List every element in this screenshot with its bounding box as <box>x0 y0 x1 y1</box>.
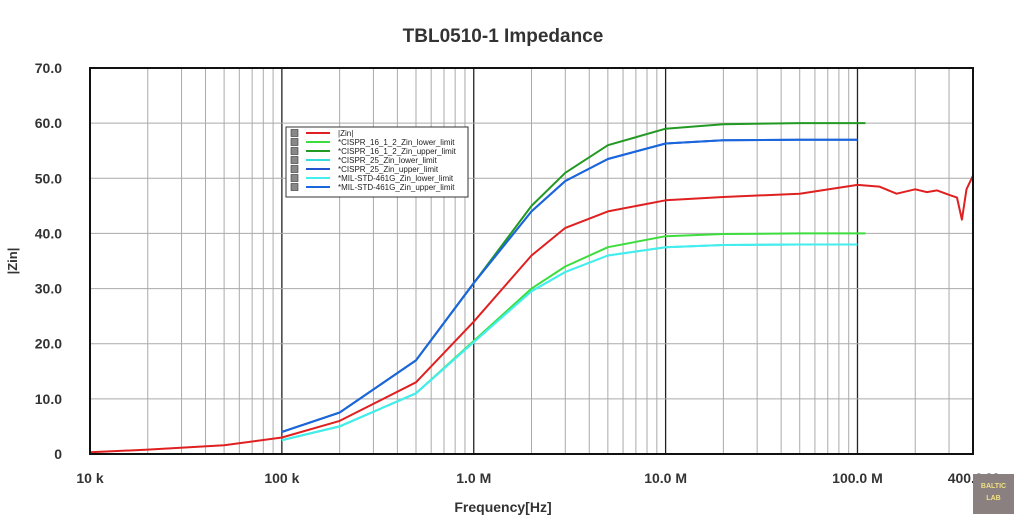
legend-checkbox <box>290 183 299 191</box>
y-axis-label: |Zin| <box>5 248 20 275</box>
series-line <box>281 243 858 442</box>
chart-title: TBL0510-1 Impedance <box>403 26 604 47</box>
legend-checkbox <box>290 165 299 173</box>
x-tick-label: 100 k <box>264 470 299 486</box>
legend-label: *MIL-STD-461G_Zin_upper_limit <box>338 183 455 192</box>
series-line <box>281 138 858 433</box>
legend-box <box>285 126 469 198</box>
legend-checkbox <box>290 147 299 155</box>
x-axis-label: Frequency[Hz] <box>454 499 551 515</box>
y-tick-label: 50.0 <box>35 170 62 186</box>
legend-label: *CISPR_16_1_2_Zin_lower_limit <box>338 138 455 147</box>
logo-line2: LAB <box>986 495 1001 502</box>
x-tick-label: 10.0 M <box>644 470 687 486</box>
legend-label: *MIL-STD-461G_Zin_lower_limit <box>338 174 454 183</box>
y-tick-label: 20.0 <box>35 336 62 352</box>
y-tick-label: 40.0 <box>35 225 62 241</box>
legend-label: *CISPR_25_Zin_lower_limit <box>338 156 437 165</box>
legend-label: |Zin| <box>338 129 353 138</box>
y-tick-label: 70.0 <box>35 60 62 76</box>
baltic-lab-logo: BALTIC LAB <box>973 474 1014 514</box>
x-tick-label: 10 k <box>76 470 103 486</box>
y-tick-label: 0 <box>54 446 62 462</box>
legend: |Zin|*CISPR_16_1_2_Zin_lower_limit*CISPR… <box>285 126 469 198</box>
y-tick-label: 10.0 <box>35 391 62 407</box>
plot-frame <box>89 67 974 455</box>
legend-checkbox <box>290 129 299 137</box>
y-tick-label: 30.0 <box>35 281 62 297</box>
legend-checkbox <box>290 174 299 182</box>
series-line <box>281 243 858 442</box>
y-tick-label: 60.0 <box>35 115 62 131</box>
x-tick-label: 100.0 M <box>832 470 883 486</box>
legend-checkbox <box>290 156 299 164</box>
series-line <box>89 175 974 454</box>
series-line <box>281 232 866 442</box>
legend-label: *CISPR_25_Zin_upper_limit <box>338 165 439 174</box>
legend-checkbox <box>290 138 299 146</box>
logo-line1: BALTIC <box>980 483 1007 490</box>
legend-label: *CISPR_16_1_2_Zin_upper_limit <box>338 147 457 156</box>
x-tick-label: 1.0 M <box>456 470 491 486</box>
